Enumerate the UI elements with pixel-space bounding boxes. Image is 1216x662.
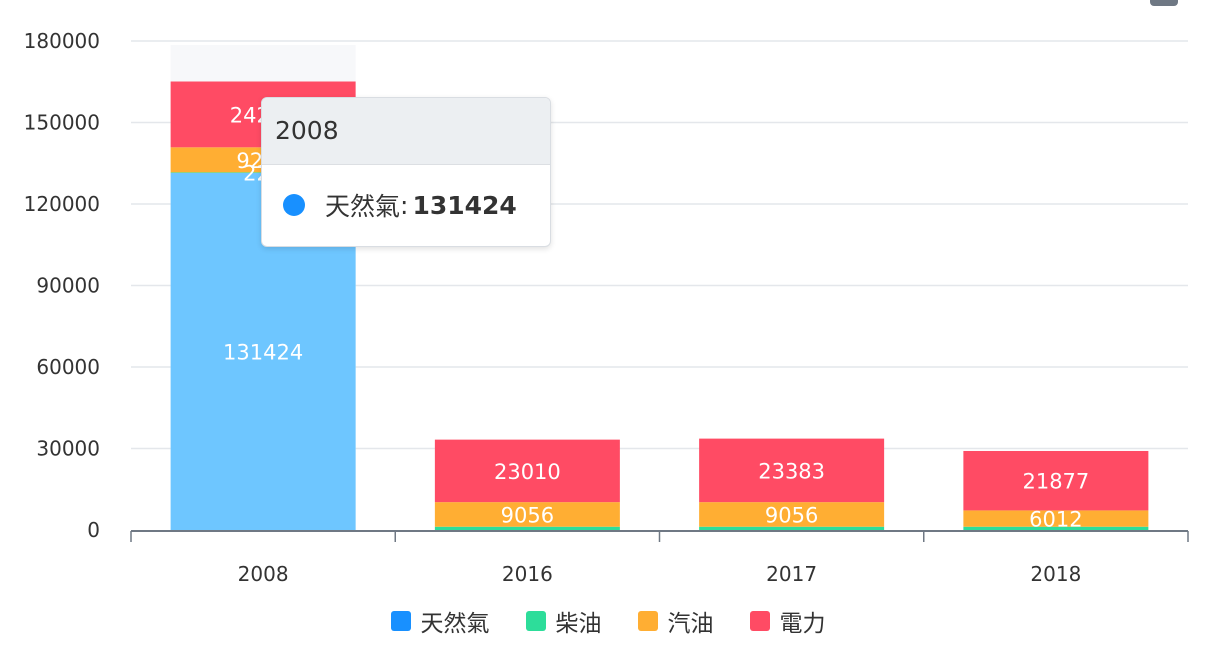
bar-value-label: 23010 <box>494 460 561 484</box>
bar-segment-1-3[interactable] <box>434 439 620 503</box>
tooltip-title: 2008 <box>262 98 550 165</box>
bar-segment-3-2[interactable] <box>963 510 1149 527</box>
bar-segment-2-3[interactable] <box>699 438 885 503</box>
y-tick-label: 30000 <box>36 437 100 461</box>
legend-label: 汽油 <box>667 611 714 637</box>
bar-value-label: 131424 <box>223 340 303 364</box>
bar-value-label: 9056 <box>765 503 818 527</box>
x-tick-label: 2018 <box>1030 562 1081 586</box>
bar-segment-1-1[interactable] <box>434 526 620 530</box>
stacked-bar-chart: 1314242229222242229056230109056233836012… <box>24 29 1189 586</box>
bar-segment-2-2[interactable] <box>699 502 885 527</box>
y-tick-label: 150000 <box>24 111 100 135</box>
legend-item-3[interactable]: 電力 <box>749 604 826 638</box>
y-tick-label: 90000 <box>36 274 100 298</box>
bar-value-label: 9056 <box>501 503 554 527</box>
bar-value-label: 21877 <box>1022 470 1089 494</box>
legend-label: 柴油 <box>555 611 602 637</box>
legend-swatch-icon <box>525 611 546 631</box>
legend-item-1[interactable]: 柴油 <box>525 604 602 638</box>
legend-item-0[interactable]: 天然氣 <box>390 604 490 638</box>
legend-swatch-icon <box>390 611 411 631</box>
tooltip-series-dot-icon <box>283 194 305 216</box>
y-tick-label: 0 <box>87 518 100 542</box>
tooltip-value: 131424 <box>412 190 517 220</box>
y-tick-label: 180000 <box>24 29 100 53</box>
legend-item-2[interactable]: 汽油 <box>637 604 714 638</box>
bar-segment-3-1[interactable] <box>963 526 1149 530</box>
y-tick-label: 60000 <box>36 355 100 379</box>
bar-value-label: 23383 <box>758 459 825 483</box>
bar-segment-3-3[interactable] <box>963 450 1149 511</box>
legend-label: 電力 <box>779 611 826 637</box>
y-tick-label: 120000 <box>24 192 100 216</box>
legend-label: 天然氣 <box>420 611 490 637</box>
tooltip: 2008 天然氣: 131424 <box>261 97 551 247</box>
bar-segment-2-1[interactable] <box>699 526 885 530</box>
bar-segment-1-2[interactable] <box>434 502 620 527</box>
bar-value-label: 6012 <box>1029 508 1082 532</box>
legend-swatch-icon <box>637 611 658 631</box>
legend-swatch-icon <box>749 611 770 631</box>
x-tick-label: 2008 <box>238 562 289 586</box>
legend: 天然氣 柴油 汽油 電力 <box>0 604 1216 638</box>
tooltip-series-name: 天然氣 <box>325 192 401 221</box>
tooltip-separator: : <box>400 190 409 220</box>
x-tick-label: 2017 <box>766 562 817 586</box>
toolbox-icon[interactable] <box>1150 0 1178 6</box>
x-tick-label: 2016 <box>502 562 553 586</box>
tooltip-row: 天然氣: 131424 <box>262 165 550 245</box>
